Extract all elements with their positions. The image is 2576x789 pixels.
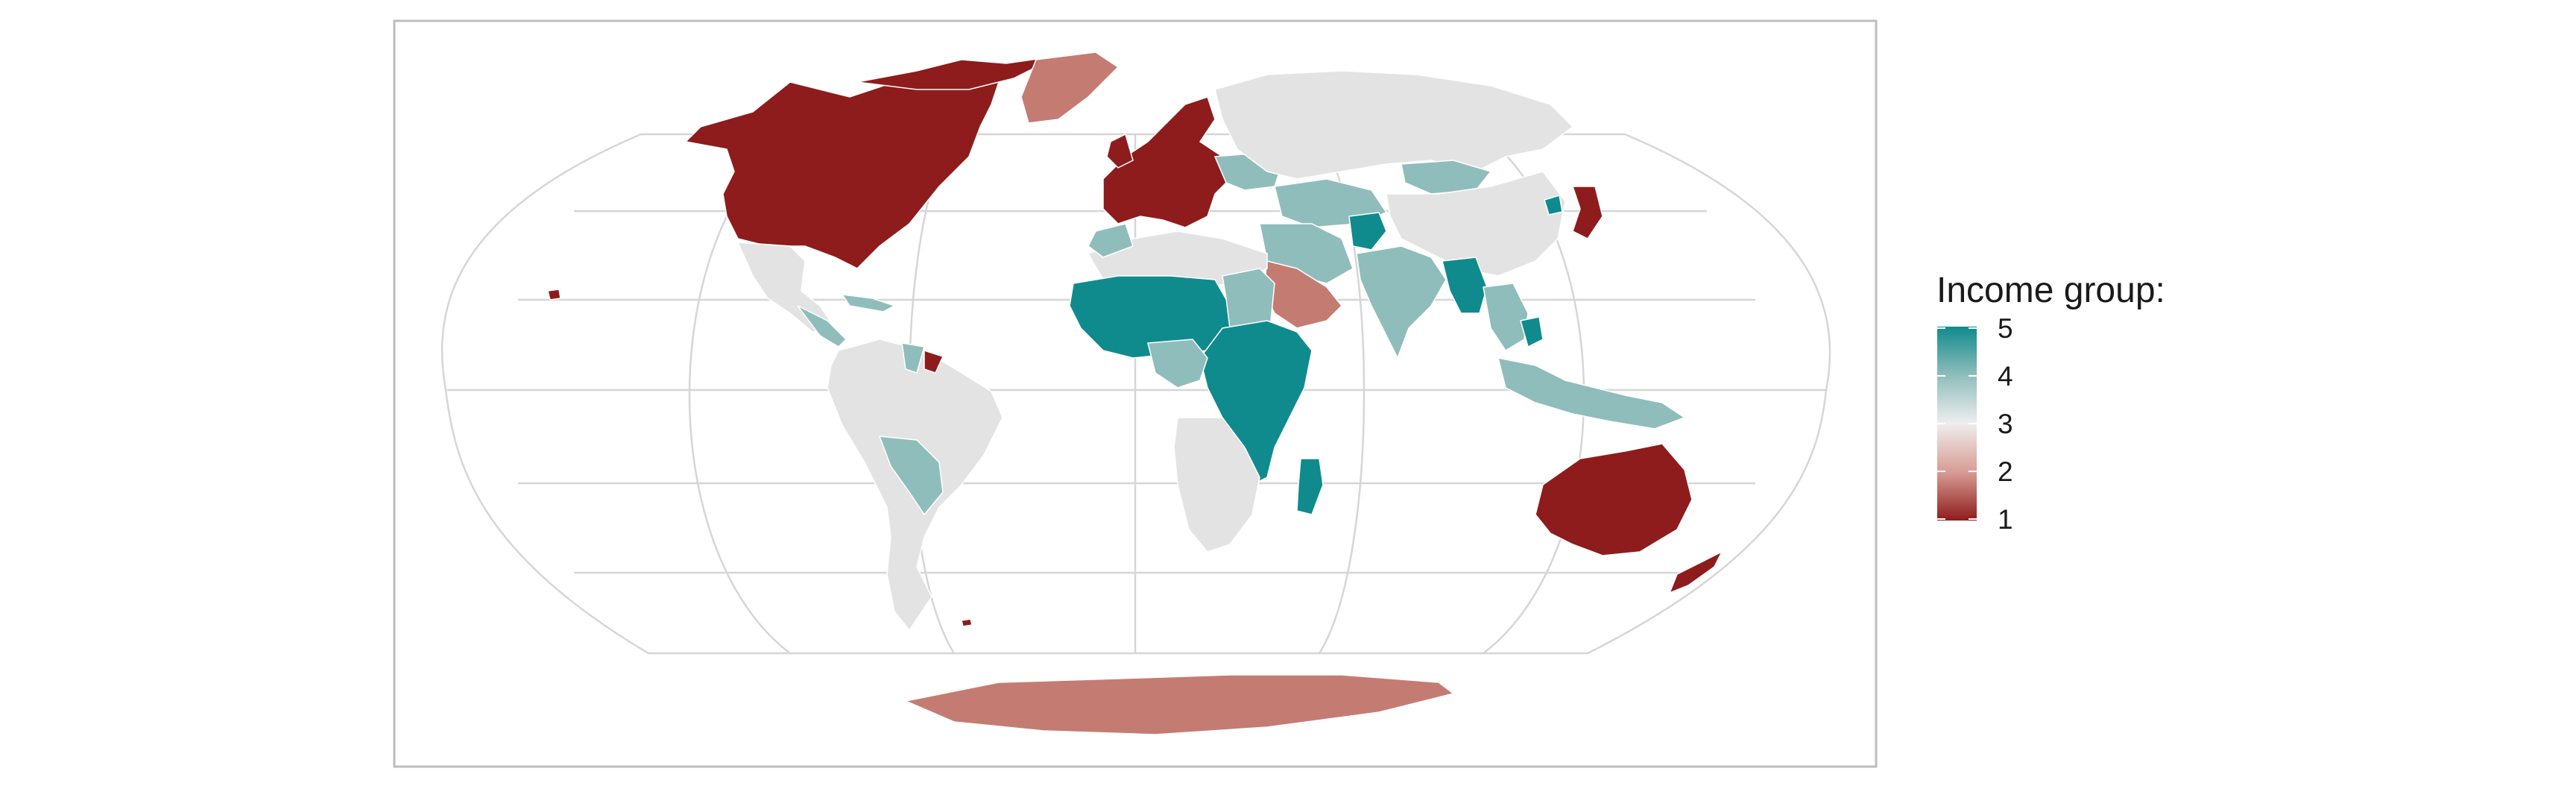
region-falklands — [961, 618, 973, 627]
region-central-america — [797, 305, 847, 348]
region-afghanistan — [1348, 212, 1387, 251]
region-indochina — [1520, 316, 1544, 348]
legend-tick-label: 2 — [1998, 456, 2013, 487]
region-australia — [1535, 443, 1693, 556]
region-hawaii — [547, 289, 561, 301]
region-uk-ireland — [1106, 133, 1134, 169]
region-french-guiana — [924, 349, 944, 374]
countries — [547, 51, 1723, 735]
legend-tick-label: 5 — [1998, 313, 2013, 344]
region-antarctica — [903, 674, 1455, 735]
region-central-africa — [1147, 339, 1208, 389]
legend-title: Income group: — [1936, 271, 2165, 310]
region-caribbean — [841, 294, 896, 312]
region-north-korea — [1544, 195, 1563, 216]
legend-tick-label: 3 — [1998, 409, 2013, 439]
legend-tick-label: 1 — [1998, 504, 2013, 535]
region-southern-africa — [1173, 417, 1260, 553]
region-bolivia — [878, 436, 944, 516]
region-arctic-islands — [856, 55, 1059, 90]
region-india — [1356, 245, 1447, 359]
region-southeast-asia — [1483, 283, 1529, 352]
legend: Income group: 5 4 3 2 1 — [1936, 271, 2165, 535]
region-russia — [1214, 70, 1574, 180]
region-japan — [1571, 186, 1603, 239]
region-greenland — [1020, 51, 1120, 124]
region-guyana — [901, 342, 925, 374]
region-indonesia — [1497, 357, 1686, 430]
region-new-zealand — [1668, 550, 1723, 594]
legend-ticks — [1937, 327, 1977, 520]
legend-tick-label: 4 — [1998, 361, 2013, 392]
region-china — [1386, 171, 1566, 277]
region-east-africa — [1199, 320, 1313, 486]
region-myanmar — [1442, 257, 1488, 314]
region-madagascar — [1296, 458, 1324, 515]
region-morocco — [1087, 223, 1134, 258]
